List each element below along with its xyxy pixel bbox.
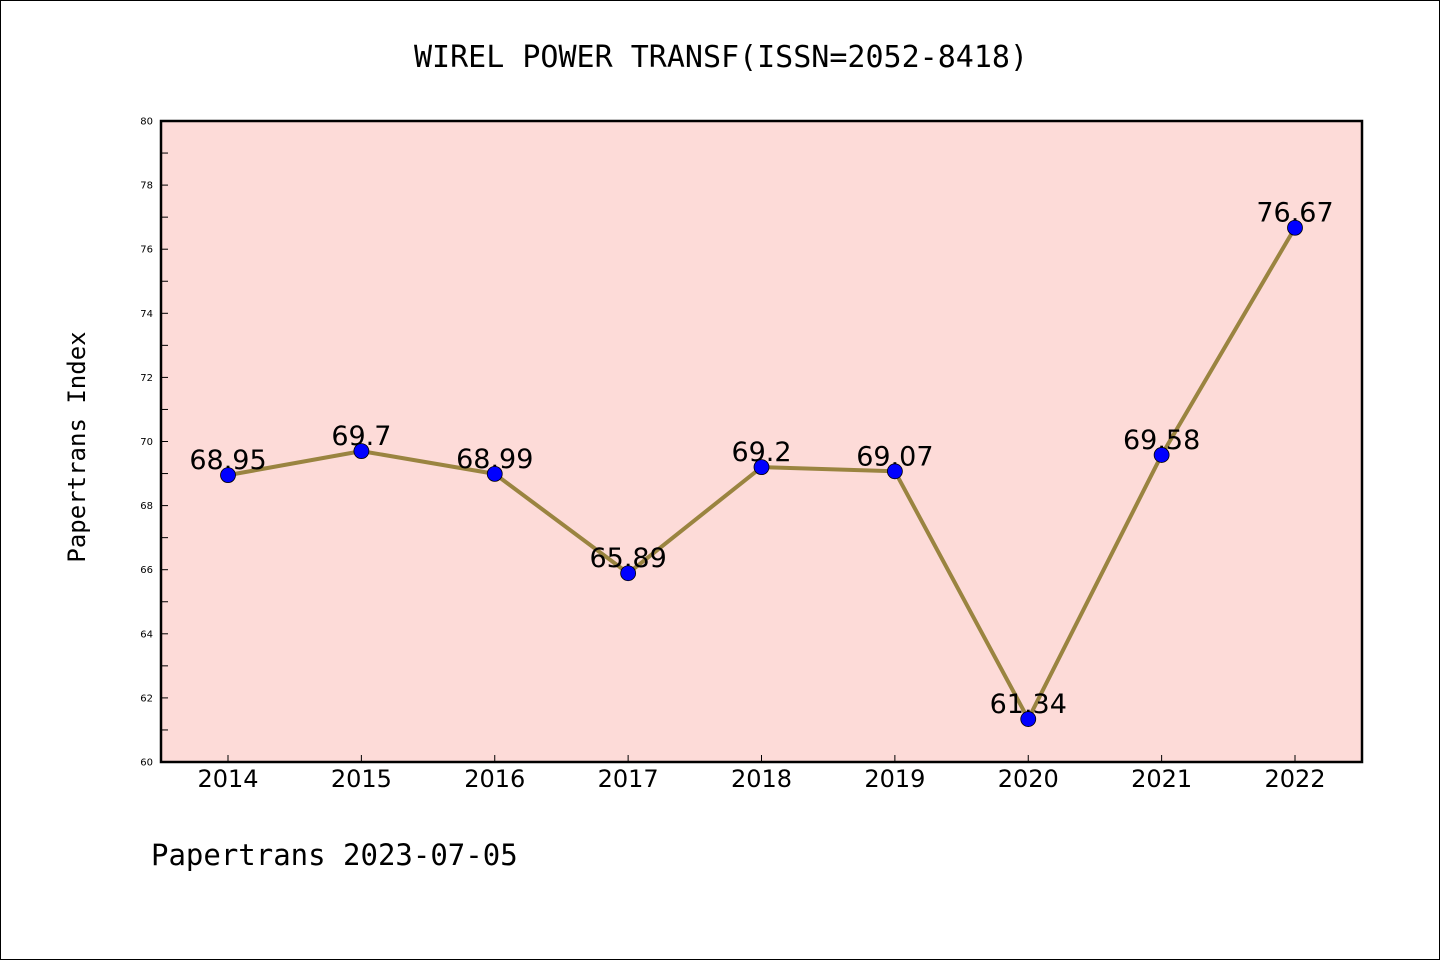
x-axis-ticks: 2014 2015 2016 2017 2018 2019 2020 2021 2022 (197, 755, 1326, 793)
y-tick-label: 66 (140, 565, 153, 576)
x-tick-label: 2016 (464, 765, 525, 793)
footer-text: Papertrans 2023-07-05 (151, 838, 518, 872)
y-tick-label: 72 (140, 373, 153, 384)
y-tick-label: 76 (140, 245, 153, 256)
data-point (1020, 711, 1037, 727)
data-point (1287, 219, 1303, 236)
y-tick-label: 64 (140, 629, 153, 640)
data-point (486, 465, 503, 482)
y-tick-label: 74 (140, 309, 153, 320)
plot-border (159, 119, 1364, 764)
chart-title: WIREL POWER TRANSF(ISSN=2052-8418) (414, 40, 1028, 75)
x-tick-label: 2021 (1131, 765, 1192, 793)
x-tick-label: 2020 (998, 765, 1059, 793)
y-tick-label: 62 (140, 693, 153, 704)
y-axis-label: Papertrans Index (63, 331, 91, 562)
data-point (1153, 447, 1170, 463)
data-point (620, 565, 637, 582)
x-tick-label: 2018 (731, 765, 792, 793)
y-tick-label: 70 (140, 437, 153, 448)
data-point (753, 459, 770, 476)
x-tick-label: 2017 (598, 765, 659, 793)
x-tick-label: 2014 (197, 765, 258, 793)
y-tick-label: 68 (140, 501, 153, 512)
x-tick-label: 2015 (331, 765, 392, 793)
y-tick-label: 60 (140, 758, 153, 769)
data-point (220, 467, 236, 484)
x-tick-label: 2019 (864, 765, 925, 793)
y-tick-label: 78 (140, 181, 153, 192)
x-tick-label: 2022 (1264, 765, 1325, 793)
plot-area (161, 121, 1362, 762)
data-point (886, 463, 903, 480)
y-tick-label: 80 (140, 117, 153, 128)
data-point (353, 443, 370, 460)
